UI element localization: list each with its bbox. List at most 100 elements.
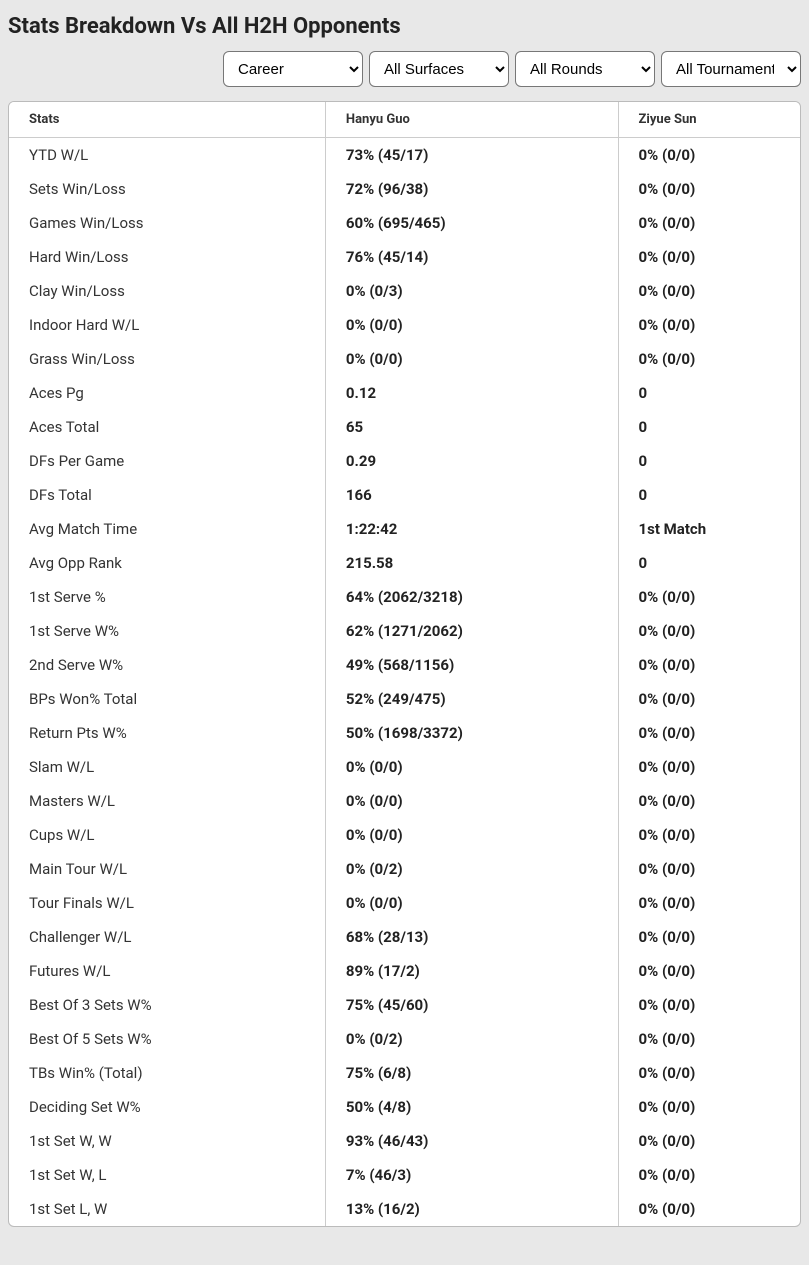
stat-label: Deciding Set W% bbox=[9, 1090, 325, 1124]
stat-label: Main Tour W/L bbox=[9, 852, 325, 886]
tournament-select[interactable]: All Tournaments bbox=[661, 51, 801, 87]
table-row: Best Of 5 Sets W%0% (0/2)0% (0/0) bbox=[9, 1022, 800, 1056]
stat-value-player2: 0% (0/0) bbox=[618, 988, 800, 1022]
stat-value-player1: 0% (0/0) bbox=[325, 886, 618, 920]
table-row: Avg Match Time1:22:421st Match bbox=[9, 512, 800, 546]
table-row: TBs Win% (Total)75% (6/8)0% (0/0) bbox=[9, 1056, 800, 1090]
stat-value-player1: 72% (96/38) bbox=[325, 172, 618, 206]
stat-value-player1: 75% (6/8) bbox=[325, 1056, 618, 1090]
table-row: Main Tour W/L0% (0/2)0% (0/0) bbox=[9, 852, 800, 886]
stat-value-player2: 0 bbox=[618, 478, 800, 512]
stat-label: Futures W/L bbox=[9, 954, 325, 988]
stat-label: 1st Set W, L bbox=[9, 1158, 325, 1192]
stat-value-player2: 0 bbox=[618, 376, 800, 410]
stat-value-player2: 0% (0/0) bbox=[618, 342, 800, 376]
table-row: 1st Set W, W93% (46/43)0% (0/0) bbox=[9, 1124, 800, 1158]
col-header-stats: Stats bbox=[9, 102, 325, 138]
round-select[interactable]: All Rounds bbox=[515, 51, 655, 87]
stat-value-player2: 0% (0/0) bbox=[618, 580, 800, 614]
stat-value-player1: 75% (45/60) bbox=[325, 988, 618, 1022]
table-row: Best Of 3 Sets W%75% (45/60)0% (0/0) bbox=[9, 988, 800, 1022]
stat-label: 1st Set L, W bbox=[9, 1192, 325, 1226]
stat-value-player2: 0% (0/0) bbox=[618, 1192, 800, 1226]
stat-value-player2: 0% (0/0) bbox=[618, 1090, 800, 1124]
stat-value-player2: 0% (0/0) bbox=[618, 716, 800, 750]
stat-label: Indoor Hard W/L bbox=[9, 308, 325, 342]
stat-label: Best Of 5 Sets W% bbox=[9, 1022, 325, 1056]
table-row: DFs Total1660 bbox=[9, 478, 800, 512]
stat-value-player1: 62% (1271/2062) bbox=[325, 614, 618, 648]
table-row: Aces Pg0.120 bbox=[9, 376, 800, 410]
table-row: Sets Win/Loss72% (96/38)0% (0/0) bbox=[9, 172, 800, 206]
stat-label: 1st Serve % bbox=[9, 580, 325, 614]
stat-label: Cups W/L bbox=[9, 818, 325, 852]
stat-value-player1: 0% (0/0) bbox=[325, 750, 618, 784]
stat-value-player2: 0% (0/0) bbox=[618, 852, 800, 886]
table-row: Deciding Set W%50% (4/8)0% (0/0) bbox=[9, 1090, 800, 1124]
stat-value-player1: 0.29 bbox=[325, 444, 618, 478]
col-header-player1: Hanyu Guo bbox=[325, 102, 618, 138]
stat-label: DFs Per Game bbox=[9, 444, 325, 478]
stat-value-player2: 0 bbox=[618, 546, 800, 580]
stat-label: TBs Win% (Total) bbox=[9, 1056, 325, 1090]
table-row: Avg Opp Rank215.580 bbox=[9, 546, 800, 580]
stat-value-player1: 76% (45/14) bbox=[325, 240, 618, 274]
stat-value-player1: 0.12 bbox=[325, 376, 618, 410]
stat-value-player2: 0% (0/0) bbox=[618, 682, 800, 716]
stat-value-player1: 49% (568/1156) bbox=[325, 648, 618, 682]
stat-label: Best Of 3 Sets W% bbox=[9, 988, 325, 1022]
stat-value-player1: 13% (16/2) bbox=[325, 1192, 618, 1226]
stat-value-player2: 0% (0/0) bbox=[618, 1124, 800, 1158]
table-row: Games Win/Loss60% (695/465)0% (0/0) bbox=[9, 206, 800, 240]
table-row: BPs Won% Total52% (249/475)0% (0/0) bbox=[9, 682, 800, 716]
stat-label: Avg Opp Rank bbox=[9, 546, 325, 580]
stats-table: Stats Hanyu Guo Ziyue Sun YTD W/L73% (45… bbox=[9, 102, 800, 1226]
stat-value-player2: 1st Match bbox=[618, 512, 800, 546]
table-row: YTD W/L73% (45/17)0% (0/0) bbox=[9, 138, 800, 173]
stat-value-player2: 0% (0/0) bbox=[618, 614, 800, 648]
stat-value-player1: 0% (0/2) bbox=[325, 1022, 618, 1056]
page-title: Stats Breakdown Vs All H2H Opponents bbox=[8, 14, 801, 39]
table-row: 1st Set W, L7% (46/3)0% (0/0) bbox=[9, 1158, 800, 1192]
stat-value-player1: 0% (0/0) bbox=[325, 342, 618, 376]
stat-value-player2: 0% (0/0) bbox=[618, 138, 800, 173]
stat-value-player1: 68% (28/13) bbox=[325, 920, 618, 954]
stat-label: DFs Total bbox=[9, 478, 325, 512]
table-row: Futures W/L89% (17/2)0% (0/0) bbox=[9, 954, 800, 988]
stat-value-player2: 0% (0/0) bbox=[618, 206, 800, 240]
table-row: Return Pts W%50% (1698/3372)0% (0/0) bbox=[9, 716, 800, 750]
surface-select[interactable]: All Surfaces bbox=[369, 51, 509, 87]
stat-value-player2: 0% (0/0) bbox=[618, 1022, 800, 1056]
stat-label: Games Win/Loss bbox=[9, 206, 325, 240]
stat-label: Grass Win/Loss bbox=[9, 342, 325, 376]
stat-value-player2: 0% (0/0) bbox=[618, 954, 800, 988]
stat-label: Masters W/L bbox=[9, 784, 325, 818]
period-select[interactable]: Career bbox=[223, 51, 363, 87]
stat-label: 2nd Serve W% bbox=[9, 648, 325, 682]
stat-value-player2: 0% (0/0) bbox=[618, 1056, 800, 1090]
stat-value-player1: 0% (0/2) bbox=[325, 852, 618, 886]
table-row: Grass Win/Loss0% (0/0)0% (0/0) bbox=[9, 342, 800, 376]
stat-label: Aces Pg bbox=[9, 376, 325, 410]
stat-label: Sets Win/Loss bbox=[9, 172, 325, 206]
table-row: Slam W/L0% (0/0)0% (0/0) bbox=[9, 750, 800, 784]
col-header-player2: Ziyue Sun bbox=[618, 102, 800, 138]
stat-label: Avg Match Time bbox=[9, 512, 325, 546]
table-row: Challenger W/L68% (28/13)0% (0/0) bbox=[9, 920, 800, 954]
stat-value-player2: 0% (0/0) bbox=[618, 1158, 800, 1192]
stat-value-player1: 73% (45/17) bbox=[325, 138, 618, 173]
table-row: 1st Set L, W13% (16/2)0% (0/0) bbox=[9, 1192, 800, 1226]
stat-value-player1: 60% (695/465) bbox=[325, 206, 618, 240]
stat-label: 1st Set W, W bbox=[9, 1124, 325, 1158]
stat-value-player1: 65 bbox=[325, 410, 618, 444]
stat-value-player2: 0% (0/0) bbox=[618, 750, 800, 784]
stat-label: BPs Won% Total bbox=[9, 682, 325, 716]
stat-value-player2: 0% (0/0) bbox=[618, 648, 800, 682]
stat-value-player2: 0 bbox=[618, 444, 800, 478]
table-row: 1st Serve W%62% (1271/2062)0% (0/0) bbox=[9, 614, 800, 648]
stat-value-player2: 0% (0/0) bbox=[618, 818, 800, 852]
stats-table-container: Stats Hanyu Guo Ziyue Sun YTD W/L73% (45… bbox=[8, 101, 801, 1227]
table-row: Masters W/L0% (0/0)0% (0/0) bbox=[9, 784, 800, 818]
stat-label: Aces Total bbox=[9, 410, 325, 444]
stat-label: Tour Finals W/L bbox=[9, 886, 325, 920]
